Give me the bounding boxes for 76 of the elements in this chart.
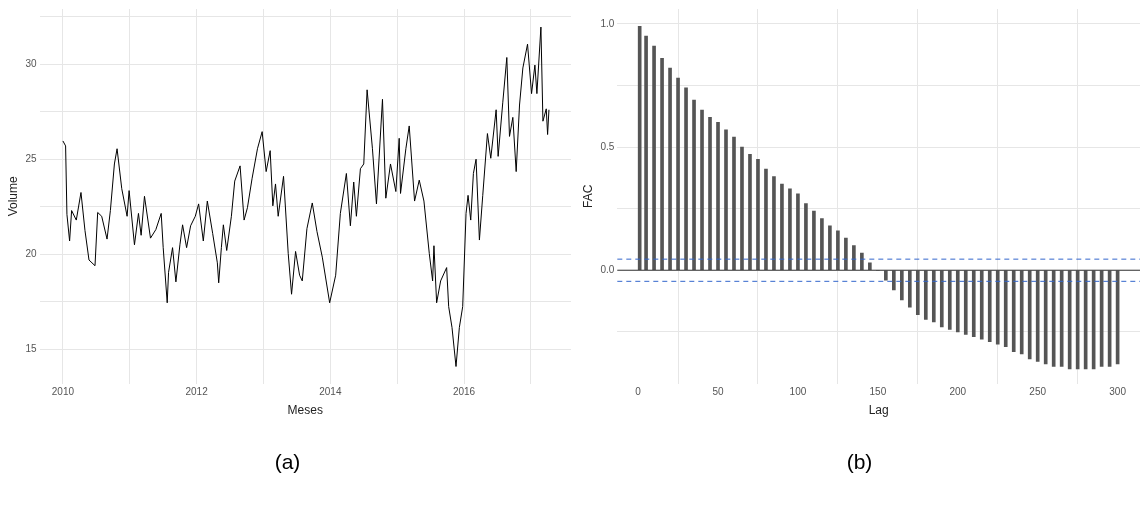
x-tick-label: 0: [635, 386, 642, 398]
y-tick-label: 25: [25, 152, 37, 164]
x-tick-label: 300: [1109, 386, 1127, 398]
bar: [931, 270, 936, 323]
bar: [740, 146, 744, 271]
bar: [987, 270, 992, 343]
bar: [724, 129, 728, 271]
bar: [764, 168, 768, 271]
bar: [676, 77, 680, 271]
bar: [828, 225, 832, 271]
x-tick-label: 250: [1029, 386, 1047, 398]
x-tick-label: 2012: [185, 386, 209, 398]
bar: [939, 270, 944, 328]
x-tick-label: 50: [712, 386, 724, 398]
bar: [995, 270, 1000, 345]
bar: [668, 67, 672, 271]
bar: [971, 270, 976, 338]
x-tick-label: 150: [869, 386, 887, 398]
x-axis-title: Meses: [287, 403, 323, 418]
bar: [684, 87, 688, 271]
bar: [923, 270, 928, 320]
x-axis-title: Lag: [868, 403, 889, 418]
x-tick-label: 2014: [319, 386, 342, 398]
bar: [700, 109, 704, 271]
bar: [1035, 270, 1040, 362]
bar: [1027, 270, 1032, 360]
x-tick-label: 100: [789, 386, 807, 398]
bar: [644, 35, 648, 271]
bar: [660, 57, 664, 271]
bar: [788, 188, 792, 271]
bar: [868, 262, 872, 271]
text: (b): [845, 450, 874, 474]
bar: [780, 183, 784, 271]
bar: [637, 25, 642, 271]
bar: [1003, 270, 1008, 347]
bar: [892, 270, 896, 291]
bar: [947, 270, 952, 330]
bar: [900, 270, 904, 301]
bar: [836, 230, 840, 271]
bar: [796, 193, 800, 271]
y-tick-label: 0.5: [600, 140, 615, 152]
y-tick-label: 1.0: [600, 17, 615, 29]
bar: [844, 237, 848, 271]
y-tick-label: 15: [25, 343, 37, 355]
bar: [963, 270, 968, 335]
bar: [748, 154, 752, 271]
bar: [1019, 270, 1024, 355]
bar: [1011, 270, 1016, 352]
bar: [820, 218, 824, 271]
bar: [652, 45, 656, 271]
bar: [1051, 270, 1056, 367]
bar: [884, 270, 888, 281]
bar: [804, 203, 808, 271]
bar: [812, 210, 816, 271]
bar: [716, 122, 720, 271]
text: (a): [273, 450, 302, 474]
bar: [955, 270, 960, 333]
bar: [756, 159, 760, 271]
y-tick-label: 30: [25, 57, 37, 69]
x-tick-label: 2010: [51, 386, 75, 398]
y-tick-label: 0.0: [600, 263, 615, 275]
y-axis-title: FAC: [580, 184, 595, 208]
y-tick-label: 20: [25, 248, 37, 260]
bar: [1059, 270, 1064, 367]
bar: [732, 136, 736, 271]
x-tick-label: 2016: [452, 386, 476, 398]
bar: [1043, 270, 1048, 365]
bar: [772, 176, 776, 271]
bar: [979, 270, 984, 340]
bar: [708, 117, 712, 271]
bar: [915, 270, 920, 315]
bar: [692, 99, 696, 271]
y-axis-title: Volume: [5, 175, 20, 217]
bar: [907, 270, 912, 308]
x-tick-label: 200: [949, 386, 967, 398]
bar: [852, 245, 856, 271]
